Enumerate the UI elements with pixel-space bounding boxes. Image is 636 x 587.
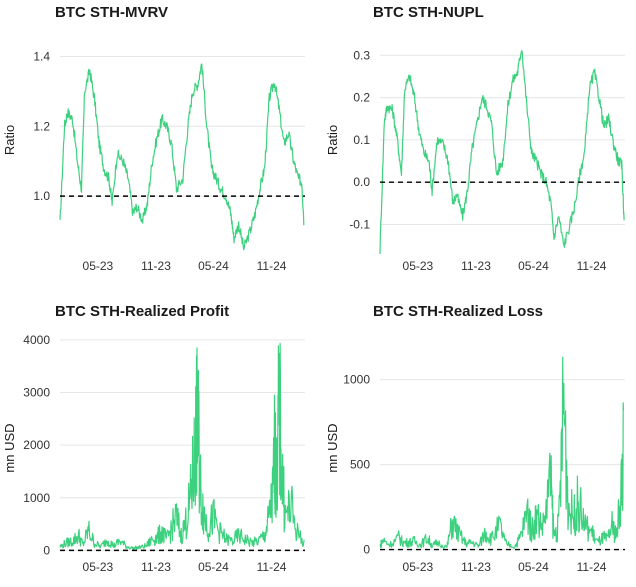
y-axis-label: Ratio — [2, 125, 17, 155]
y-tick-label: 1.4 — [33, 49, 50, 63]
chart-panel-sth-realized-profit: BTC STH-Realized Profit mn USD 0 1000 2000… — [2, 303, 305, 574]
x-tick-label: 05-24 — [198, 560, 229, 574]
y-axis-label: Ratio — [325, 125, 340, 155]
y-tick-label: 0.0 — [353, 175, 370, 189]
chart-panel-sth-realized-loss: BTC STH-Realized Loss mn USD 0 500 1000 05-… — [325, 303, 625, 574]
y-tick-label: 500 — [350, 458, 370, 472]
y-tick-label: 1.0 — [33, 189, 50, 203]
plot-area: 0 500 1000 05-23 11-23 05-24 11-24 — [343, 356, 625, 574]
chart-panel-sth-mvrv: BTC STH-MVRV Ratio 1.0 1.2 1.4 05-23 11-23 05… — [2, 4, 305, 273]
x-tick-label: 11-24 — [257, 560, 287, 574]
x-tick-label: 05-23 — [403, 259, 434, 273]
x-tick-label: 05-24 — [518, 259, 549, 273]
chart-title: BTC STH-Realized Loss — [373, 303, 543, 320]
x-tick-label: 11-23 — [461, 560, 491, 574]
series-line — [59, 342, 305, 551]
series-line — [379, 356, 624, 550]
y-tick-label: 0.1 — [353, 133, 370, 147]
y-tick-label: 1000 — [343, 373, 370, 387]
y-tick-label: -0.1 — [349, 218, 370, 232]
x-tick-label: 11-23 — [141, 560, 171, 574]
x-tick-label: 11-24 — [257, 259, 287, 273]
x-tick-label: 11-23 — [461, 259, 491, 273]
x-tick-label: 05-23 — [403, 560, 434, 574]
x-tick-label: 11-24 — [577, 259, 607, 273]
y-axis-label: mn USD — [325, 423, 340, 472]
y-tick-label: 2000 — [23, 438, 50, 452]
x-tick-label: 05-24 — [518, 560, 549, 574]
x-tick-label: 05-24 — [198, 259, 229, 273]
chart-panel-sth-nupl: BTC STH-NUPL Ratio -0.1 0.0 0.1 0.2 0.3 05-23… — [325, 4, 625, 273]
y-tick-label: 0 — [43, 543, 50, 557]
chart-title: BTC STH-NUPL — [373, 4, 484, 21]
y-tick-label: 1000 — [23, 491, 50, 505]
x-tick-label: 05-23 — [83, 560, 114, 574]
plot-area: 1.0 1.2 1.4 05-23 11-23 05-24 11-24 — [33, 49, 305, 273]
y-tick-label: 3000 — [23, 386, 50, 400]
y-tick-label: 4000 — [23, 333, 50, 347]
x-tick-label: 11-24 — [577, 560, 607, 574]
y-tick-label: 0.3 — [353, 48, 370, 62]
plot-area: -0.1 0.0 0.1 0.2 0.3 05-23 11-23 05-24 11-24 — [349, 48, 625, 273]
y-tick-label: 1.2 — [33, 119, 50, 133]
x-tick-label: 11-23 — [141, 259, 171, 273]
x-tick-label: 05-23 — [83, 259, 114, 273]
series-line — [59, 63, 305, 251]
y-tick-label: 0 — [363, 543, 370, 557]
y-axis-label: mn USD — [2, 423, 17, 472]
plot-area: 0 1000 2000 3000 4000 05-23 11-23 05-24 11-24 — [23, 333, 305, 574]
series-line — [379, 49, 625, 255]
chart-title: BTC STH-Realized Profit — [55, 303, 229, 320]
y-tick-label: 0.2 — [353, 91, 370, 105]
chart-title: BTC STH-MVRV — [55, 4, 168, 21]
